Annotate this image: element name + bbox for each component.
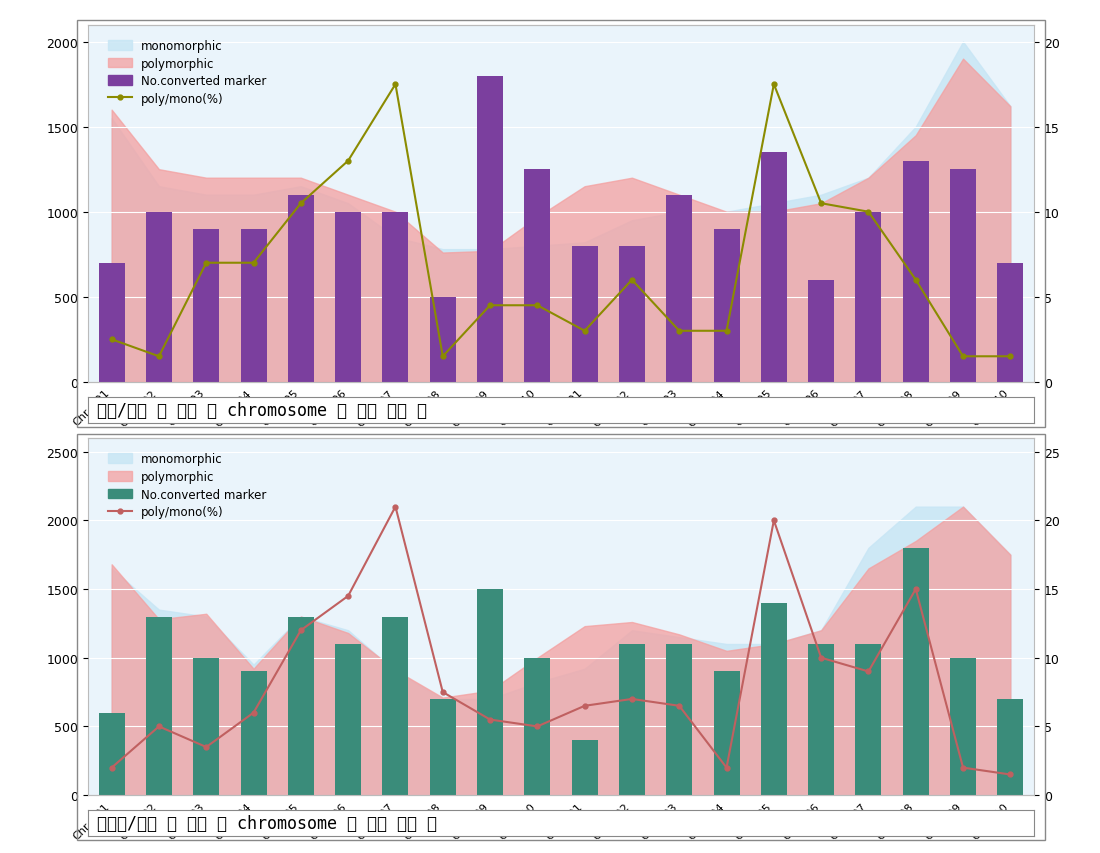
- Bar: [998, 699, 1023, 795]
- poly/mono(%): [673, 701, 686, 711]
- poly/mono(%): [625, 694, 638, 705]
- poly/mono(%): [909, 584, 922, 595]
- Bar: [477, 77, 503, 382]
- poly/mono(%): [862, 207, 876, 218]
- poly/mono(%): [200, 258, 213, 269]
- Bar: [714, 229, 739, 382]
- Bar: [99, 264, 124, 382]
- poly/mono(%): [484, 715, 497, 725]
- Bar: [903, 548, 928, 795]
- Bar: [761, 603, 786, 795]
- Bar: [430, 699, 455, 795]
- poly/mono(%): [152, 351, 166, 362]
- Bar: [714, 671, 739, 795]
- poly/mono(%): [814, 199, 828, 209]
- Bar: [383, 212, 408, 382]
- poly/mono(%): [246, 258, 261, 269]
- Bar: [146, 617, 172, 795]
- poly/mono(%): [389, 502, 403, 512]
- Bar: [336, 212, 361, 382]
- poly/mono(%): [246, 708, 261, 718]
- Bar: [288, 195, 313, 382]
- poly/mono(%): [341, 156, 354, 166]
- Bar: [667, 644, 692, 795]
- poly/mono(%): [106, 334, 119, 345]
- poly/mono(%): [436, 688, 450, 698]
- Bar: [99, 713, 124, 795]
- Line: poly/mono(%): poly/mono(%): [109, 505, 1013, 777]
- poly/mono(%): [720, 326, 734, 336]
- Bar: [856, 644, 881, 795]
- Text: 신팔광/해올 간 변이 및 chromosome 별 선발 마커 수: 신팔광/해올 간 변이 및 chromosome 별 선발 마커 수: [98, 815, 438, 833]
- poly/mono(%): [1003, 769, 1016, 780]
- Bar: [336, 644, 361, 795]
- poly/mono(%): [484, 301, 497, 311]
- poly/mono(%): [341, 591, 354, 601]
- poly/mono(%): [768, 80, 781, 90]
- Bar: [856, 212, 881, 382]
- Bar: [808, 281, 834, 382]
- poly/mono(%): [720, 763, 734, 773]
- Bar: [194, 229, 219, 382]
- Bar: [288, 617, 313, 795]
- poly/mono(%): [579, 701, 592, 711]
- Bar: [761, 153, 786, 382]
- poly/mono(%): [673, 326, 686, 336]
- Bar: [241, 671, 266, 795]
- poly/mono(%): [957, 763, 970, 773]
- Legend: monomorphic, polymorphic, No.converted marker, poly/mono(%): monomorphic, polymorphic, No.converted m…: [103, 448, 272, 524]
- poly/mono(%): [814, 653, 828, 663]
- Bar: [194, 658, 219, 795]
- poly/mono(%): [531, 722, 544, 732]
- Bar: [950, 170, 976, 382]
- poly/mono(%): [295, 199, 308, 209]
- poly/mono(%): [957, 351, 970, 362]
- Bar: [667, 195, 692, 382]
- poly/mono(%): [436, 351, 450, 362]
- poly/mono(%): [625, 276, 638, 286]
- poly/mono(%): [909, 276, 922, 286]
- poly/mono(%): [1003, 351, 1016, 362]
- Bar: [950, 658, 976, 795]
- poly/mono(%): [862, 666, 876, 676]
- poly/mono(%): [389, 80, 403, 90]
- poly/mono(%): [106, 763, 119, 773]
- Bar: [430, 298, 455, 382]
- Bar: [525, 658, 550, 795]
- Bar: [808, 644, 834, 795]
- poly/mono(%): [295, 625, 308, 635]
- Line: poly/mono(%): poly/mono(%): [109, 83, 1013, 359]
- Bar: [525, 170, 550, 382]
- Bar: [572, 740, 597, 795]
- Legend: monomorphic, polymorphic, No.converted marker, poly/mono(%): monomorphic, polymorphic, No.converted m…: [103, 35, 272, 111]
- Bar: [903, 161, 928, 382]
- Text: 세원/해올 간 변이 및 chromosome 별 선발 마커 수: 세원/해올 간 변이 및 chromosome 별 선발 마커 수: [98, 402, 428, 420]
- Bar: [241, 229, 266, 382]
- poly/mono(%): [531, 301, 544, 311]
- Bar: [146, 212, 172, 382]
- Bar: [572, 247, 597, 382]
- poly/mono(%): [768, 515, 781, 525]
- poly/mono(%): [200, 742, 213, 752]
- poly/mono(%): [152, 722, 166, 732]
- poly/mono(%): [579, 326, 592, 336]
- Bar: [383, 617, 408, 795]
- Bar: [477, 589, 503, 795]
- Bar: [619, 247, 645, 382]
- Bar: [998, 264, 1023, 382]
- Bar: [619, 644, 645, 795]
